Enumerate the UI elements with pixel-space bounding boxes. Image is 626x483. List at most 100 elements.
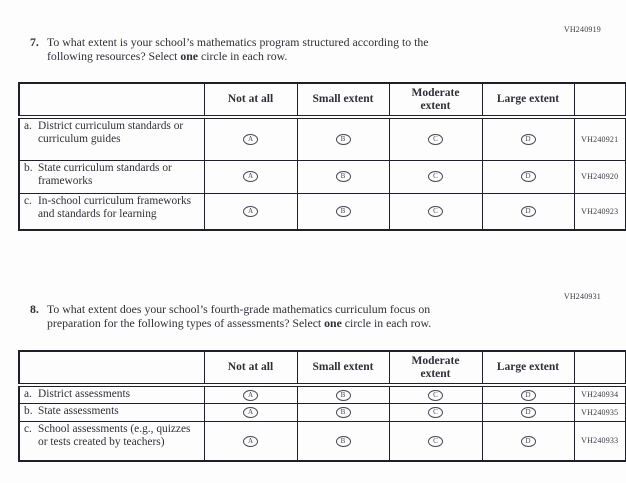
option-cell: D <box>481 384 575 404</box>
row-label-cell: c. School assessments (e.g., quizzes or t… <box>18 420 205 462</box>
column-header-small-extent: Small extent <box>296 82 390 119</box>
answer-circle-d[interactable]: D <box>520 171 536 183</box>
question-7-table: Not at all Small extent Moderate extent … <box>18 82 626 231</box>
answer-circle-b[interactable]: B <box>335 206 351 218</box>
answer-circle-d[interactable]: D <box>520 389 536 401</box>
option-cell: C <box>388 402 483 422</box>
answer-circle-c[interactable]: C <box>428 389 443 401</box>
answer-circle-a[interactable]: A <box>243 406 258 418</box>
row-letter: a. <box>24 120 32 132</box>
table-row: c. School assessments (e.g., quizzes or t… <box>18 420 626 462</box>
option-cell: B <box>296 420 390 462</box>
row-label-cell: a. District assessments <box>18 384 205 404</box>
header-row: Not at all Small extent Moderate extent … <box>18 350 626 387</box>
option-cell: C <box>388 159 483 194</box>
row-vcode: VH240934 <box>573 384 626 404</box>
row-label-cell: b. State curriculum standards or framewor… <box>18 159 205 194</box>
answer-circle-d[interactable]: D <box>520 206 536 218</box>
table-row: c. In-school curriculum frameworks and st… <box>18 192 626 231</box>
option-cell: B <box>296 192 390 231</box>
option-cell: A <box>203 192 298 231</box>
column-header-moderate-extent: Moderate extent <box>388 350 483 387</box>
question-8: 8. To what extent does your school’s fou… <box>30 302 432 331</box>
answer-circle-a[interactable]: A <box>243 435 258 447</box>
answer-circle-b[interactable]: B <box>335 389 351 401</box>
answer-circle-a[interactable]: A <box>243 389 258 401</box>
option-cell: A <box>203 116 298 161</box>
option-cell: C <box>388 192 483 231</box>
answer-circle-b[interactable]: B <box>335 435 351 447</box>
row-vcode: VH240920 <box>573 159 626 194</box>
table-row: a. District curriculum standards or curri… <box>18 116 626 161</box>
answer-circle-c[interactable]: C <box>428 435 443 447</box>
answer-circle-d[interactable]: D <box>520 406 536 418</box>
question-7-line2-post: circle in each row. <box>198 48 288 63</box>
table-row: b. State assessments A B C D VH240935 <box>18 402 626 422</box>
option-cell: C <box>388 420 483 462</box>
option-cell: A <box>203 384 298 404</box>
answer-circle-b[interactable]: B <box>335 171 351 183</box>
column-header-not-at-all: Not at all <box>203 350 298 387</box>
question-8-line1: To what extent does your school’s fourth… <box>47 302 431 316</box>
option-cell: B <box>296 384 390 404</box>
question-8-line2: preparation for the following types of a… <box>47 315 432 331</box>
row-label-cell: a. District curriculum standards or curri… <box>18 116 205 161</box>
answer-circle-c[interactable]: C <box>428 206 443 218</box>
question-8-number: 8. <box>30 302 39 316</box>
empty-code-header-cell <box>573 82 626 119</box>
empty-code-header-cell <box>573 350 626 387</box>
answer-circle-b[interactable]: B <box>335 406 351 418</box>
question-7-line1: To what extent is your school’s mathemat… <box>47 35 429 49</box>
answer-circle-a[interactable]: A <box>243 171 258 183</box>
option-cell: D <box>481 116 575 161</box>
answer-circle-d[interactable]: D <box>520 435 536 447</box>
question-7-text: To what extent is your school’s mathemat… <box>47 35 429 64</box>
answer-circle-c[interactable]: C <box>428 406 443 418</box>
question-7-line2-pre: following resources? Select <box>47 48 181 63</box>
option-cell: A <box>203 402 298 422</box>
column-header-large-extent: Large extent <box>481 350 575 387</box>
table-row: a. District assessments A B C D VH240934 <box>18 384 626 404</box>
option-cell: C <box>388 384 483 404</box>
option-cell: D <box>481 192 575 231</box>
empty-header-cell <box>18 350 205 387</box>
header-row: Not at all Small extent Moderate extent … <box>18 82 626 119</box>
row-vcode: VH240923 <box>573 192 626 231</box>
row-label: School assessments (e.g., quizzes or tes… <box>38 422 191 448</box>
question-7-line2: following resources? Select one circle i… <box>47 48 429 64</box>
question-7-number: 7. <box>30 35 39 49</box>
answer-circle-c[interactable]: C <box>428 171 443 183</box>
answer-circle-a[interactable]: A <box>243 134 258 146</box>
question-8-line2-pre: preparation for the following types of a… <box>47 315 325 330</box>
row-label: District curriculum standards or curricu… <box>38 120 184 145</box>
row-letter: c. <box>24 422 32 435</box>
answer-circle-a[interactable]: A <box>243 206 258 218</box>
row-vcode: VH240921 <box>573 116 626 161</box>
answer-circle-c[interactable]: C <box>428 134 443 146</box>
empty-header-cell <box>18 82 205 119</box>
question-8-line2-post: circle in each row. <box>341 315 432 330</box>
question-7: 7. To what extent is your school’s mathe… <box>30 35 429 64</box>
column-header-not-at-all: Not at all <box>203 82 298 119</box>
option-cell: C <box>388 116 483 161</box>
row-letter: b. <box>24 404 33 417</box>
option-cell: A <box>203 159 298 194</box>
question-8-text: To what extent does your school’s fourth… <box>47 302 432 331</box>
row-vcode: VH240933 <box>573 420 626 462</box>
row-label: State assessments <box>38 404 119 417</box>
column-header-large-extent: Large extent <box>481 82 575 119</box>
row-vcode: VH240935 <box>573 402 626 422</box>
row-letter: b. <box>24 161 33 174</box>
question-7-line2-bold: one <box>180 48 199 63</box>
option-cell: D <box>481 420 575 462</box>
answer-circle-d[interactable]: D <box>520 134 536 146</box>
option-cell: D <box>481 159 575 194</box>
row-letter: c. <box>24 194 32 207</box>
row-label: In-school curriculum frameworks and stan… <box>38 194 192 220</box>
table-row: b. State curriculum standards or framewor… <box>18 159 626 194</box>
row-label-cell: c. In-school curriculum frameworks and st… <box>18 192 205 231</box>
row-label-cell: b. State assessments <box>18 402 205 422</box>
option-cell: A <box>203 420 298 462</box>
answer-circle-b[interactable]: B <box>335 134 351 146</box>
row-label: District assessments <box>38 388 131 400</box>
